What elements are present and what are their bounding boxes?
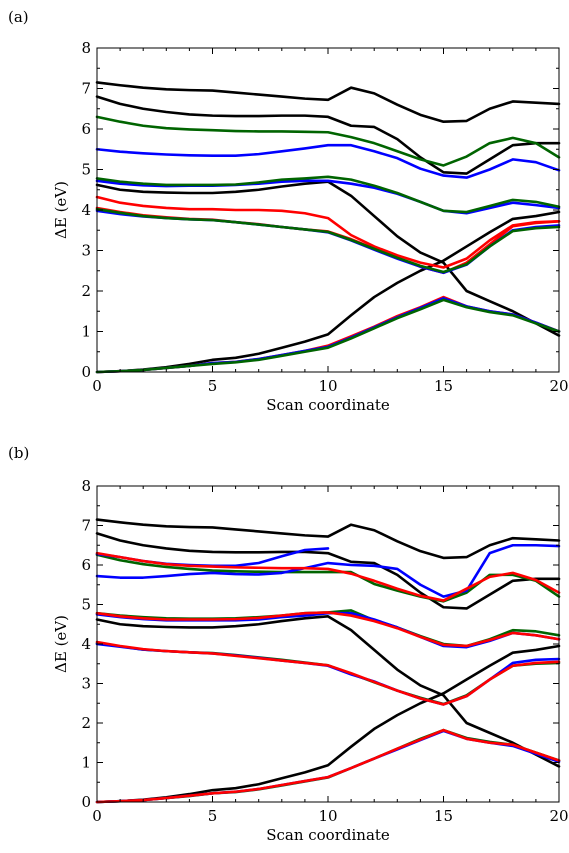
y-tick-label: 1 <box>81 754 91 772</box>
x-tick-label: 10 <box>318 807 337 825</box>
y-axis-label: ΔE (eV) <box>52 181 70 239</box>
y-tick-label: 0 <box>81 363 91 381</box>
chart-panel-a: (a) 0 5 10 15 20 0 1 2 3 4 5 6 7 8 Scan coordinate ΔE (e… <box>8 8 569 414</box>
x-tick-label: 15 <box>434 807 453 825</box>
series-line-12 <box>95 543 561 598</box>
series-line-3 <box>95 95 561 175</box>
x-tick-label: 15 <box>434 377 453 395</box>
y-tick-label: 7 <box>81 80 91 98</box>
x-tick-label: 0 <box>92 807 102 825</box>
series-line-11 <box>95 143 561 179</box>
series-line-2 <box>95 615 561 768</box>
x-axis-label: Scan coordinate <box>266 396 390 414</box>
x-tick-label: 5 <box>208 807 218 825</box>
y-tick-label: 3 <box>81 675 91 693</box>
x-tick-label: 20 <box>549 377 568 395</box>
y-tick-label: 1 <box>81 323 91 341</box>
y-tick-label: 0 <box>81 793 91 811</box>
y-tick-label: 3 <box>81 242 91 260</box>
y-tick-label: 8 <box>81 477 91 495</box>
y-tick-label: 7 <box>81 517 91 535</box>
series-line-13 <box>95 207 561 274</box>
series-line-14 <box>95 728 561 804</box>
x-axis-label: Scan coordinate <box>266 826 390 844</box>
y-tick-label: 2 <box>81 282 91 300</box>
plot-frame <box>96 47 560 373</box>
y-tick-label: 5 <box>81 596 91 614</box>
y-axis-label: ΔE (eV) <box>52 615 70 673</box>
x-tick-label: 5 <box>208 377 218 395</box>
series-line-15 <box>95 115 561 167</box>
series-line-3 <box>95 532 561 610</box>
series-line-4 <box>95 81 561 124</box>
chart-panel-b: (b) 0 5 10 15 20 0 1 2 3 4 5 6 7 8 Scan coordinate ΔE (e… <box>8 444 569 844</box>
x-tick-label: 0 <box>92 377 102 395</box>
panel-label: (b) <box>8 444 29 462</box>
series-line-16 <box>95 611 561 648</box>
series-line-10 <box>95 642 561 706</box>
y-tick-label: 2 <box>81 714 91 732</box>
series-line-17 <box>95 551 561 602</box>
y-tick-label: 4 <box>81 201 91 219</box>
x-tick-label: 10 <box>318 377 337 395</box>
series-line-15 <box>95 640 561 706</box>
y-tick-label: 6 <box>81 120 91 138</box>
series-line-14 <box>95 175 561 214</box>
plot-frame <box>96 485 560 803</box>
series-line-4 <box>95 518 561 560</box>
series-line-12 <box>95 298 561 374</box>
y-tick-label: 4 <box>81 635 91 653</box>
y-tick-label: 8 <box>81 39 91 57</box>
series-line-7 <box>95 195 561 269</box>
panel-label: (a) <box>8 8 29 26</box>
x-tick-label: 20 <box>549 807 568 825</box>
y-tick-label: 6 <box>81 556 91 574</box>
y-tick-label: 5 <box>81 161 91 179</box>
